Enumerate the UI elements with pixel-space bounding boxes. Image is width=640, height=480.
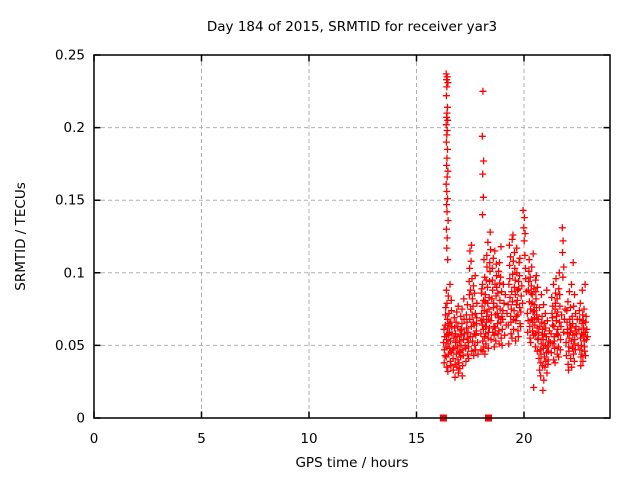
y-tick-label-0.1: 0.1 xyxy=(64,265,85,281)
x-tick-label-20: 20 xyxy=(515,431,532,447)
x-tick-label-0: 0 xyxy=(90,431,99,447)
y-tick-label-0.25: 0.25 xyxy=(55,48,85,64)
scatter-series-srmtid xyxy=(440,70,591,394)
chart-title: Day 184 of 2015, SRMTID for receiver yar… xyxy=(207,19,497,35)
y-tick-label-0.15: 0.15 xyxy=(55,193,85,209)
x-tick-label-15: 15 xyxy=(408,431,425,447)
x-tick-label-10: 10 xyxy=(300,431,317,447)
y-tick-label-0: 0 xyxy=(76,411,85,427)
y-axis-label: SRMTID / TECUs xyxy=(13,182,29,290)
tick-labels: 0 5 10 15 20 0 0.05 0.1 0.15 0.2 0.25 xyxy=(55,48,533,448)
y-tick-label-0.2: 0.2 xyxy=(64,120,85,136)
x-axis-label: GPS time / hours xyxy=(295,455,408,471)
x-tick-label-5: 5 xyxy=(197,431,206,447)
y-tick-label-0.05: 0.05 xyxy=(55,338,85,354)
plot-border xyxy=(93,54,611,419)
